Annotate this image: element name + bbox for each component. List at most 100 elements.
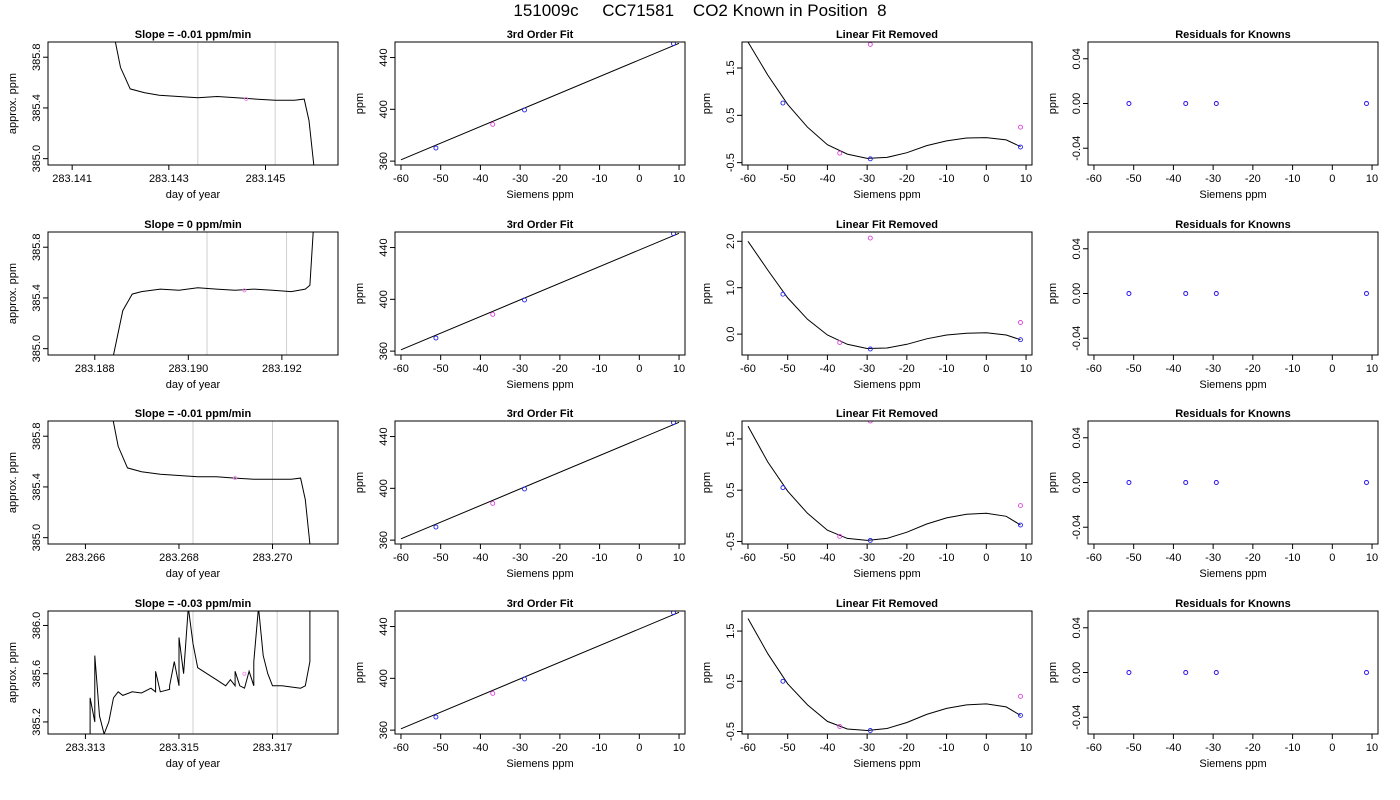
plot-area	[1126, 670, 1369, 675]
point-blue	[1126, 670, 1132, 675]
x-tick-label: -50	[433, 363, 449, 375]
y-tick-label: 385.6	[31, 660, 43, 688]
point-blue	[1213, 670, 1219, 675]
plot-area	[400, 42, 680, 161]
x-tick-label: -40	[472, 173, 488, 185]
x-tick-label: -50	[780, 742, 796, 754]
plot-area	[400, 232, 680, 351]
point-blue	[671, 611, 676, 616]
point-blue	[867, 346, 873, 352]
y-axis-label: ppm	[701, 283, 713, 304]
x-tick-label: -10	[592, 363, 608, 375]
x-tick-label: -20	[1245, 363, 1261, 375]
point-blue	[780, 678, 786, 684]
x-tick-label: -30	[859, 552, 875, 564]
x-tick-label: -60	[393, 173, 409, 185]
point-blue	[433, 714, 439, 720]
panel-title: 3rd Order Fit	[507, 219, 574, 231]
panel-title: Residuals for Knowns	[1175, 219, 1291, 231]
figure-title: 151009c CC71581 CO2 Known in Position 8	[513, 1, 887, 20]
plot-area	[747, 42, 1023, 162]
y-tick-label: 360	[378, 531, 390, 549]
y-tick-label: 385.0	[31, 524, 43, 552]
fit-line	[400, 232, 680, 351]
y-tick-label: 400	[378, 100, 390, 118]
point-blue	[1183, 670, 1189, 675]
point-magenta	[837, 150, 843, 156]
x-tick-label: 283.266	[66, 552, 106, 564]
point-magenta	[837, 340, 843, 345]
x-tick-label: -50	[1126, 742, 1142, 754]
plot-frame	[741, 41, 1033, 166]
x-tick-label: -50	[780, 173, 796, 185]
x-tick-label: 0	[636, 173, 642, 185]
y-axis-label: approx. ppm	[7, 642, 19, 703]
point-blue	[1018, 522, 1023, 528]
point-blue	[522, 676, 527, 682]
x-tick-label: 10	[1020, 173, 1032, 185]
y-tick-label: 385.8	[31, 233, 43, 261]
plot-frame	[1087, 420, 1379, 545]
y-tick-label: 0.00	[1071, 283, 1083, 304]
panel-2-4: Residuals for Knowns -60 -50 -40 -30 -20 -10 0 1…	[1047, 219, 1379, 391]
y-tick-label: 0.00	[1071, 93, 1083, 114]
plot-frame	[1087, 610, 1379, 735]
point-magenta	[490, 121, 496, 127]
point-blue	[522, 107, 527, 113]
x-tick-label: -10	[592, 742, 608, 754]
x-tick-label: 283.141	[52, 173, 92, 185]
x-axis-label: Siemens ppm	[853, 379, 920, 391]
point-magenta	[490, 690, 496, 696]
y-axis-label: ppm	[1047, 472, 1059, 493]
panel-4-2: 3rd Order Fit -60 -50 -40 -30 -20 -10 0 10 360 400…	[354, 598, 686, 770]
x-tick-label: 0	[983, 173, 989, 185]
x-tick-label: -20	[899, 552, 915, 564]
x-tick-label: 283.188	[75, 363, 115, 375]
y-tick-label: 360	[378, 342, 390, 360]
panel-title: Residuals for Knowns	[1175, 408, 1291, 420]
panel-title: Slope = 0 ppm/min	[144, 219, 242, 231]
x-tick-label: -30	[1205, 363, 1221, 375]
x-tick-label: 0	[636, 552, 642, 564]
x-tick-label: 0	[983, 552, 989, 564]
plot-area	[1126, 480, 1369, 485]
x-tick-label: -60	[740, 742, 756, 754]
x-tick-label: -10	[1285, 363, 1301, 375]
point-blue	[1018, 144, 1023, 150]
x-tick-label: -50	[433, 742, 449, 754]
plot-frame	[394, 41, 686, 166]
plot-area	[400, 421, 680, 540]
panel-4-1: Slope = -0.03 ppm/min 283.313 283.315 283.3…	[7, 598, 339, 770]
x-axis-label: Siemens ppm	[506, 379, 573, 391]
x-tick-label: -40	[1165, 742, 1181, 754]
panel-1-3: Linear Fit Removed -60 -50 -40 -30 -20 -10 0 10 -…	[701, 29, 1033, 201]
point-blue	[867, 728, 873, 733]
x-tick-label: -60	[740, 363, 756, 375]
y-tick-label: -0.5	[725, 153, 737, 172]
x-tick-label: 10	[1366, 363, 1378, 375]
x-tick-label: 0	[983, 363, 989, 375]
plot-area	[400, 611, 680, 730]
panel-1-2: 3rd Order Fit -60 -50 -40 -30 -20 -10 0 10 360 400…	[354, 29, 686, 201]
x-tick-label: 0	[1329, 742, 1335, 754]
x-tick-label: 10	[673, 552, 685, 564]
y-tick-label: 0.00	[1071, 472, 1083, 493]
point-blue	[1364, 480, 1369, 485]
point-blue	[671, 421, 676, 426]
y-axis-label: approx. ppm	[7, 263, 19, 324]
x-tick-label: -40	[1165, 363, 1181, 375]
x-tick-label: -20	[552, 363, 568, 375]
x-tick-label: -40	[472, 363, 488, 375]
panel-title: 3rd Order Fit	[507, 598, 574, 610]
x-axis-label: day of year	[166, 758, 221, 770]
panel-2-3: Linear Fit Removed -60 -50 -40 -30 -20 -10 0 10 0…	[701, 219, 1033, 391]
x-tick-label: -60	[393, 363, 409, 375]
point-magenta	[867, 42, 873, 47]
x-tick-label: 0	[1329, 363, 1335, 375]
x-tick-label: -10	[939, 742, 955, 754]
plot-frame	[394, 610, 686, 735]
panel-title: Slope = -0.01 ppm/min	[135, 408, 252, 420]
x-tick-label: -30	[1205, 742, 1221, 754]
y-tick-label: 385.0	[31, 145, 43, 173]
